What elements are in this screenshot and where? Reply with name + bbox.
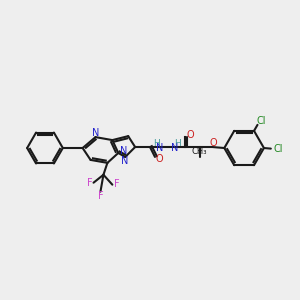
Text: O: O bbox=[187, 130, 194, 140]
Text: Cl: Cl bbox=[273, 144, 283, 154]
Text: Cl: Cl bbox=[256, 116, 266, 126]
Text: O: O bbox=[210, 138, 217, 148]
Text: H: H bbox=[174, 139, 181, 148]
Text: N: N bbox=[120, 146, 127, 156]
Text: O: O bbox=[155, 154, 163, 164]
Text: N: N bbox=[171, 143, 178, 153]
Text: F: F bbox=[98, 190, 103, 201]
Text: F: F bbox=[87, 178, 92, 188]
Text: N: N bbox=[92, 128, 99, 138]
Text: N: N bbox=[156, 143, 164, 153]
Text: N: N bbox=[121, 156, 128, 166]
Text: H: H bbox=[154, 139, 160, 148]
Text: F: F bbox=[113, 179, 119, 189]
Text: CH₃: CH₃ bbox=[192, 148, 207, 157]
